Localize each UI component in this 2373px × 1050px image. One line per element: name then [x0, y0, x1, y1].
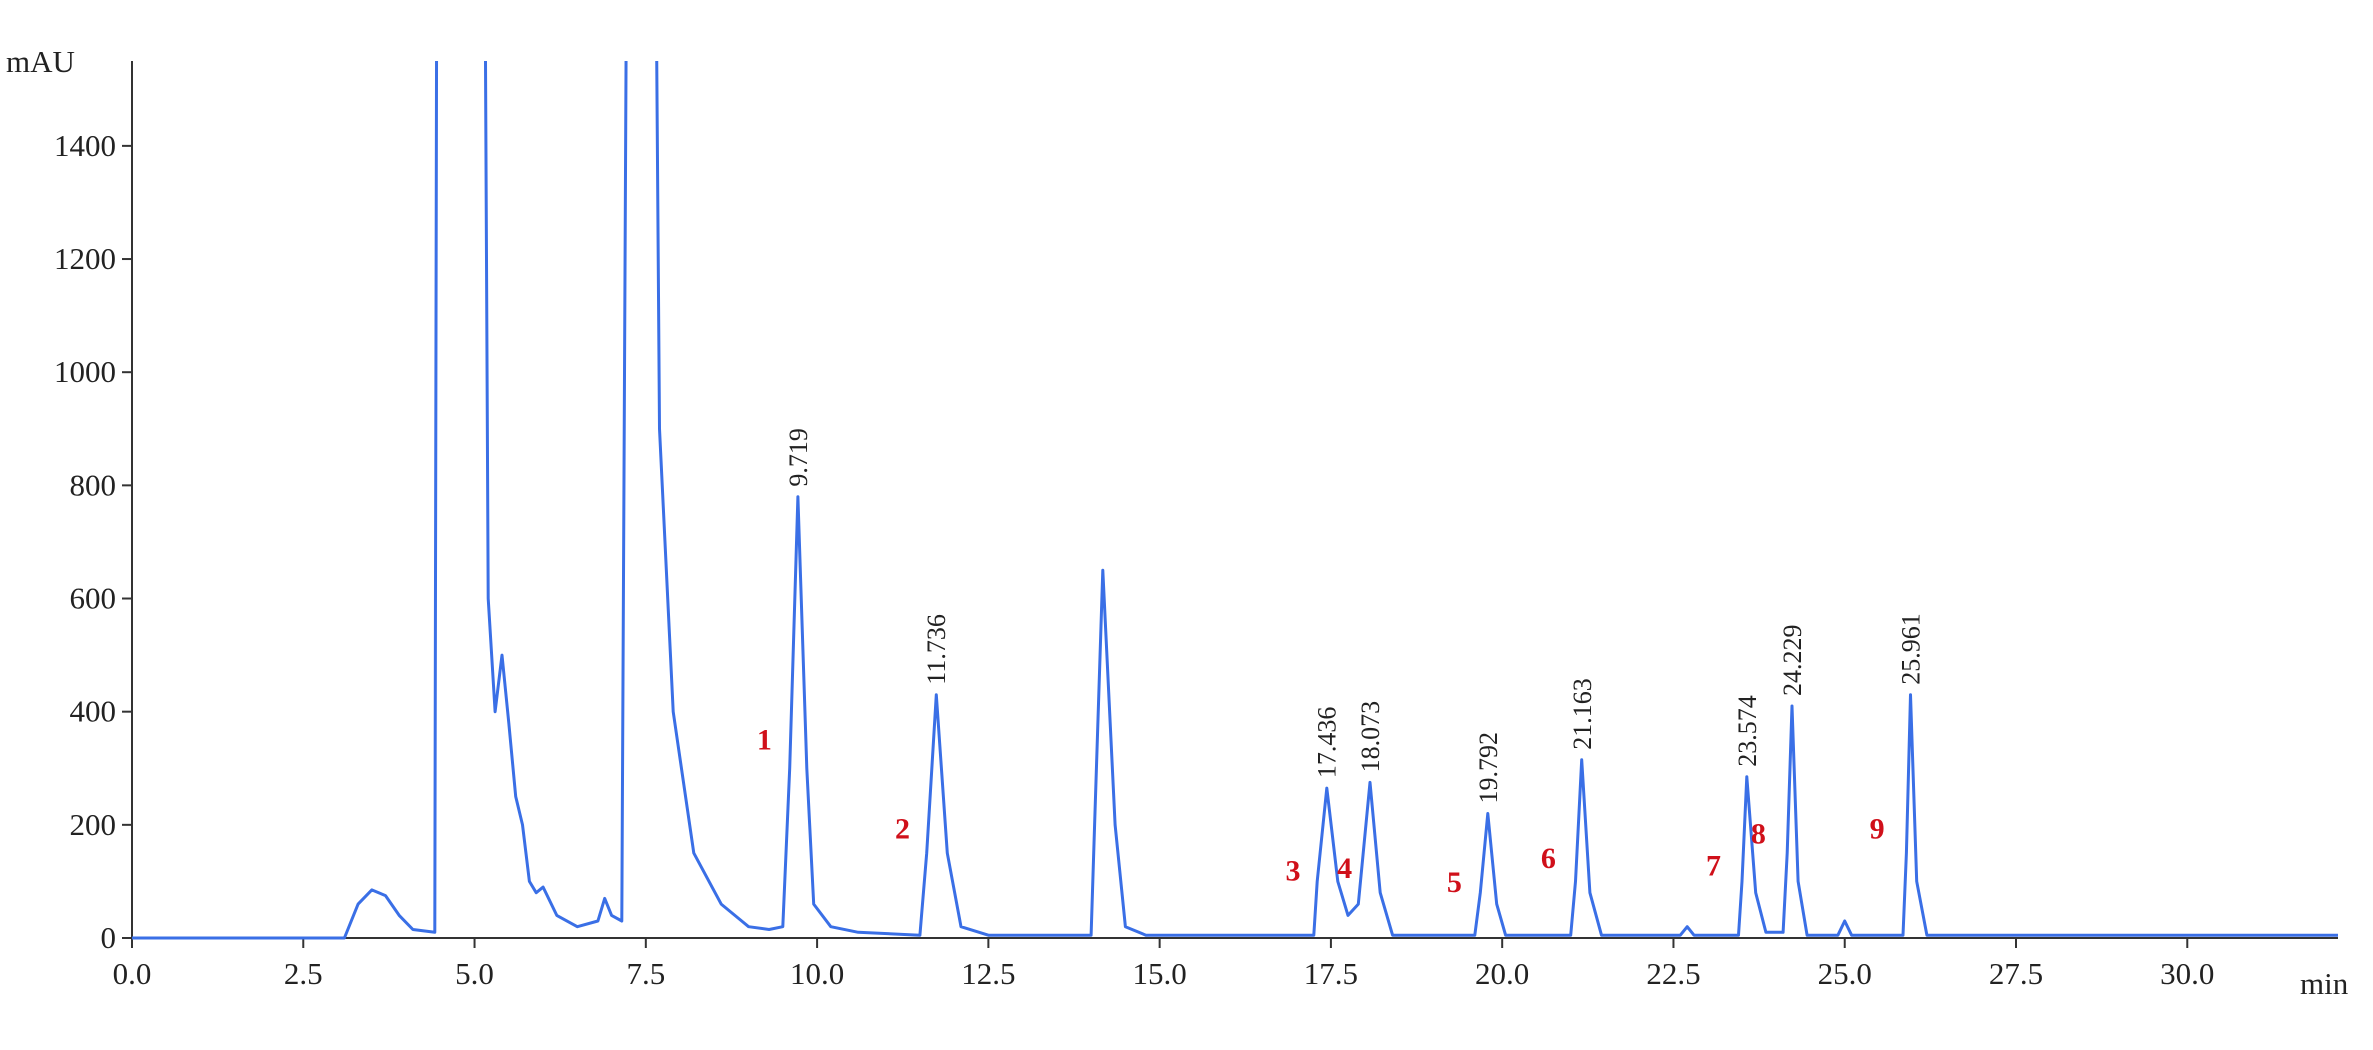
y-tick-label: 0 — [101, 920, 117, 955]
x-tick-label: 2.5 — [284, 956, 323, 991]
x-tick-label: 0.0 — [113, 956, 152, 991]
peak-label: 17.436 — [1313, 707, 1342, 779]
peak-label: 24.229 — [1778, 625, 1807, 697]
peak-number: 3 — [1286, 855, 1301, 888]
x-tick-label: 12.5 — [961, 956, 1015, 991]
peak-label: 11.736 — [922, 614, 951, 685]
peak-number: 8 — [1751, 818, 1766, 851]
x-tick-label: 7.5 — [626, 956, 665, 991]
peak-number: 4 — [1337, 852, 1352, 885]
peak-label: 21.163 — [1568, 678, 1597, 750]
x-tick-label: 25.0 — [1818, 956, 1872, 991]
peak-label: 23.574 — [1733, 695, 1762, 767]
y-tick-label: 600 — [70, 581, 117, 616]
x-tick-label: 27.5 — [1989, 956, 2043, 991]
x-tick-label: 22.5 — [1646, 956, 1700, 991]
x-axis-label: min — [2300, 966, 2349, 1001]
y-tick-label: 1200 — [54, 241, 116, 276]
peak-label: 18.073 — [1356, 701, 1385, 773]
trace — [132, 61, 2338, 940]
x-tick-label: 10.0 — [790, 956, 844, 991]
y-tick-label: 400 — [70, 694, 117, 729]
peak-number: 6 — [1541, 842, 1556, 875]
peak-number: 2 — [895, 813, 910, 846]
y-tick-label: 200 — [70, 807, 117, 842]
y-tick-label: 1000 — [54, 354, 116, 389]
x-tick-label: 5.0 — [455, 956, 494, 991]
peak-number: 1 — [757, 723, 772, 756]
x-tick-label: 15.0 — [1133, 956, 1187, 991]
y-axis-label: mAU — [6, 44, 75, 79]
peak-number: 7 — [1706, 849, 1721, 882]
x-tick-label: 20.0 — [1475, 956, 1529, 991]
y-tick-label: 1400 — [54, 128, 116, 163]
peak-number: 9 — [1870, 813, 1885, 846]
peak-label: 25.961 — [1897, 613, 1926, 685]
peak-label: 9.719 — [784, 428, 813, 487]
peak-number: 5 — [1447, 866, 1462, 899]
x-tick-label: 30.0 — [2160, 956, 2214, 991]
x-tick-label: 17.5 — [1304, 956, 1358, 991]
y-tick-label: 800 — [70, 467, 117, 502]
peak-label: 19.792 — [1474, 732, 1503, 804]
plot-area — [132, 61, 2338, 940]
